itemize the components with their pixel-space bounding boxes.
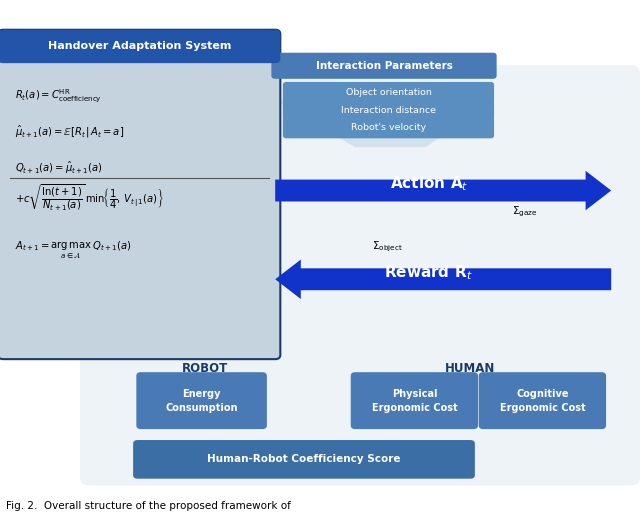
Text: Interaction Parameters: Interaction Parameters: [316, 61, 452, 71]
Text: Handover Adaptation System: Handover Adaptation System: [47, 41, 231, 52]
Polygon shape: [275, 259, 611, 299]
Text: Physical
Ergonomic Cost: Physical Ergonomic Cost: [372, 389, 457, 412]
Text: Human-Robot Coefficiency Score: Human-Robot Coefficiency Score: [207, 454, 401, 465]
Text: Reward R$_t$: Reward R$_t$: [385, 263, 473, 282]
FancyBboxPatch shape: [271, 53, 497, 79]
Text: Cognitive
Ergonomic Cost: Cognitive Ergonomic Cost: [500, 389, 585, 412]
Text: Robot's velocity: Robot's velocity: [351, 123, 426, 133]
FancyBboxPatch shape: [351, 372, 478, 429]
FancyBboxPatch shape: [133, 440, 475, 479]
FancyBboxPatch shape: [136, 372, 267, 429]
Text: $R_t(a) = C^{\mathrm{HR}}_{\mathrm{coefficiency}}$: $R_t(a) = C^{\mathrm{HR}}_{\mathrm{coeff…: [15, 88, 102, 105]
Text: $+c\sqrt{\dfrac{\ln(t+1)}{N_{t+1}(a)}}\,\min\!\left\{\dfrac{1}{4},\,V_{t\,|\,1}(: $+c\sqrt{\dfrac{\ln(t+1)}{N_{t+1}(a)}}\,…: [15, 182, 164, 212]
FancyBboxPatch shape: [283, 82, 494, 103]
Text: $\Sigma_{\mathrm{gaze}}$: $\Sigma_{\mathrm{gaze}}$: [512, 204, 538, 219]
Text: HUMAN: HUMAN: [445, 362, 495, 374]
Polygon shape: [275, 171, 611, 210]
Text: Interaction distance: Interaction distance: [341, 105, 436, 115]
Text: $A_{t+1} = \underset{a\in\mathcal{A}}{\arg\max}\,Q_{t+1}(a)$: $A_{t+1} = \underset{a\in\mathcal{A}}{\a…: [15, 239, 131, 260]
FancyBboxPatch shape: [0, 30, 280, 359]
FancyBboxPatch shape: [0, 30, 280, 63]
Text: Fig. 2.  Overall structure of the proposed framework of: Fig. 2. Overall structure of the propose…: [6, 501, 291, 512]
Polygon shape: [275, 100, 493, 147]
Text: Action A$_t$: Action A$_t$: [390, 174, 468, 193]
Text: $Q_{t+1}(a) = \hat{\mu}_{t+1}(a)$: $Q_{t+1}(a) = \hat{\mu}_{t+1}(a)$: [15, 159, 102, 176]
FancyBboxPatch shape: [283, 117, 494, 138]
Text: ROBOT: ROBOT: [182, 362, 228, 374]
FancyBboxPatch shape: [80, 65, 640, 485]
FancyBboxPatch shape: [479, 372, 606, 429]
FancyBboxPatch shape: [283, 100, 494, 121]
Text: $\hat{\mu}_{t+1}(a) = \mathbb{E}[R_t\,|\,A_t = a]$: $\hat{\mu}_{t+1}(a) = \mathbb{E}[R_t\,|\…: [15, 124, 124, 140]
Text: Energy
Consumption: Energy Consumption: [165, 389, 238, 412]
Text: $\Sigma_{\mathrm{object}}$: $\Sigma_{\mathrm{object}}$: [372, 239, 403, 254]
Text: Object orientation: Object orientation: [346, 88, 431, 97]
